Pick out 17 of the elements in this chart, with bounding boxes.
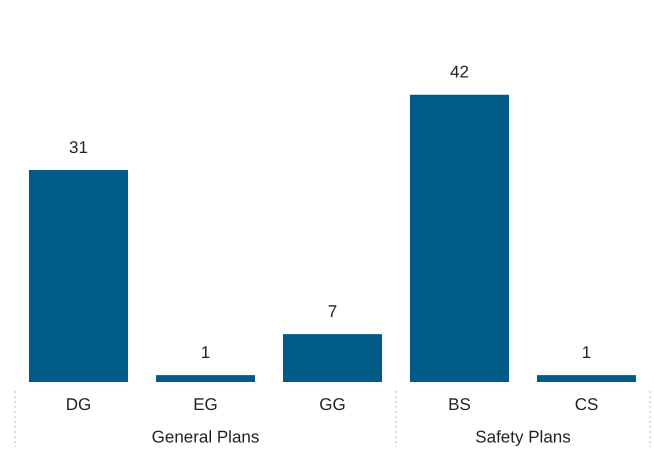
bar [28,170,128,382]
x-tick-label: CS [574,395,598,414]
text: Safety Plans [475,428,571,446]
data-label: 31 [69,138,88,157]
bar [156,375,256,382]
data-label: 42 [450,62,469,82]
x-tick-label: EG [193,395,218,414]
bar [536,375,636,382]
text: General Plans [152,428,260,446]
bar [282,334,382,382]
data-label: 1 [582,343,592,362]
x-tick-label: GG [319,395,346,414]
x-tick-label: BS [448,395,471,414]
x-tick-label: DG [66,395,92,414]
data-label: 1 [200,343,210,362]
bar [410,94,510,382]
data-label: 7 [328,302,338,322]
